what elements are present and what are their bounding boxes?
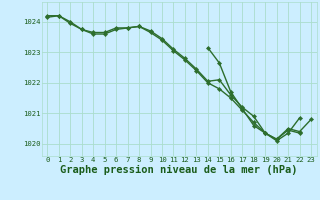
X-axis label: Graphe pression niveau de la mer (hPa): Graphe pression niveau de la mer (hPa) xyxy=(60,165,298,175)
